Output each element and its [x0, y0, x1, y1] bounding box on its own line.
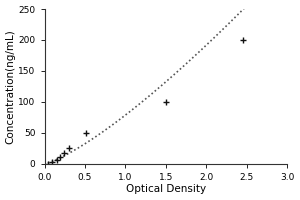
Y-axis label: Concentration(ng/mL): Concentration(ng/mL) [6, 29, 16, 144]
X-axis label: Optical Density: Optical Density [126, 184, 206, 194]
